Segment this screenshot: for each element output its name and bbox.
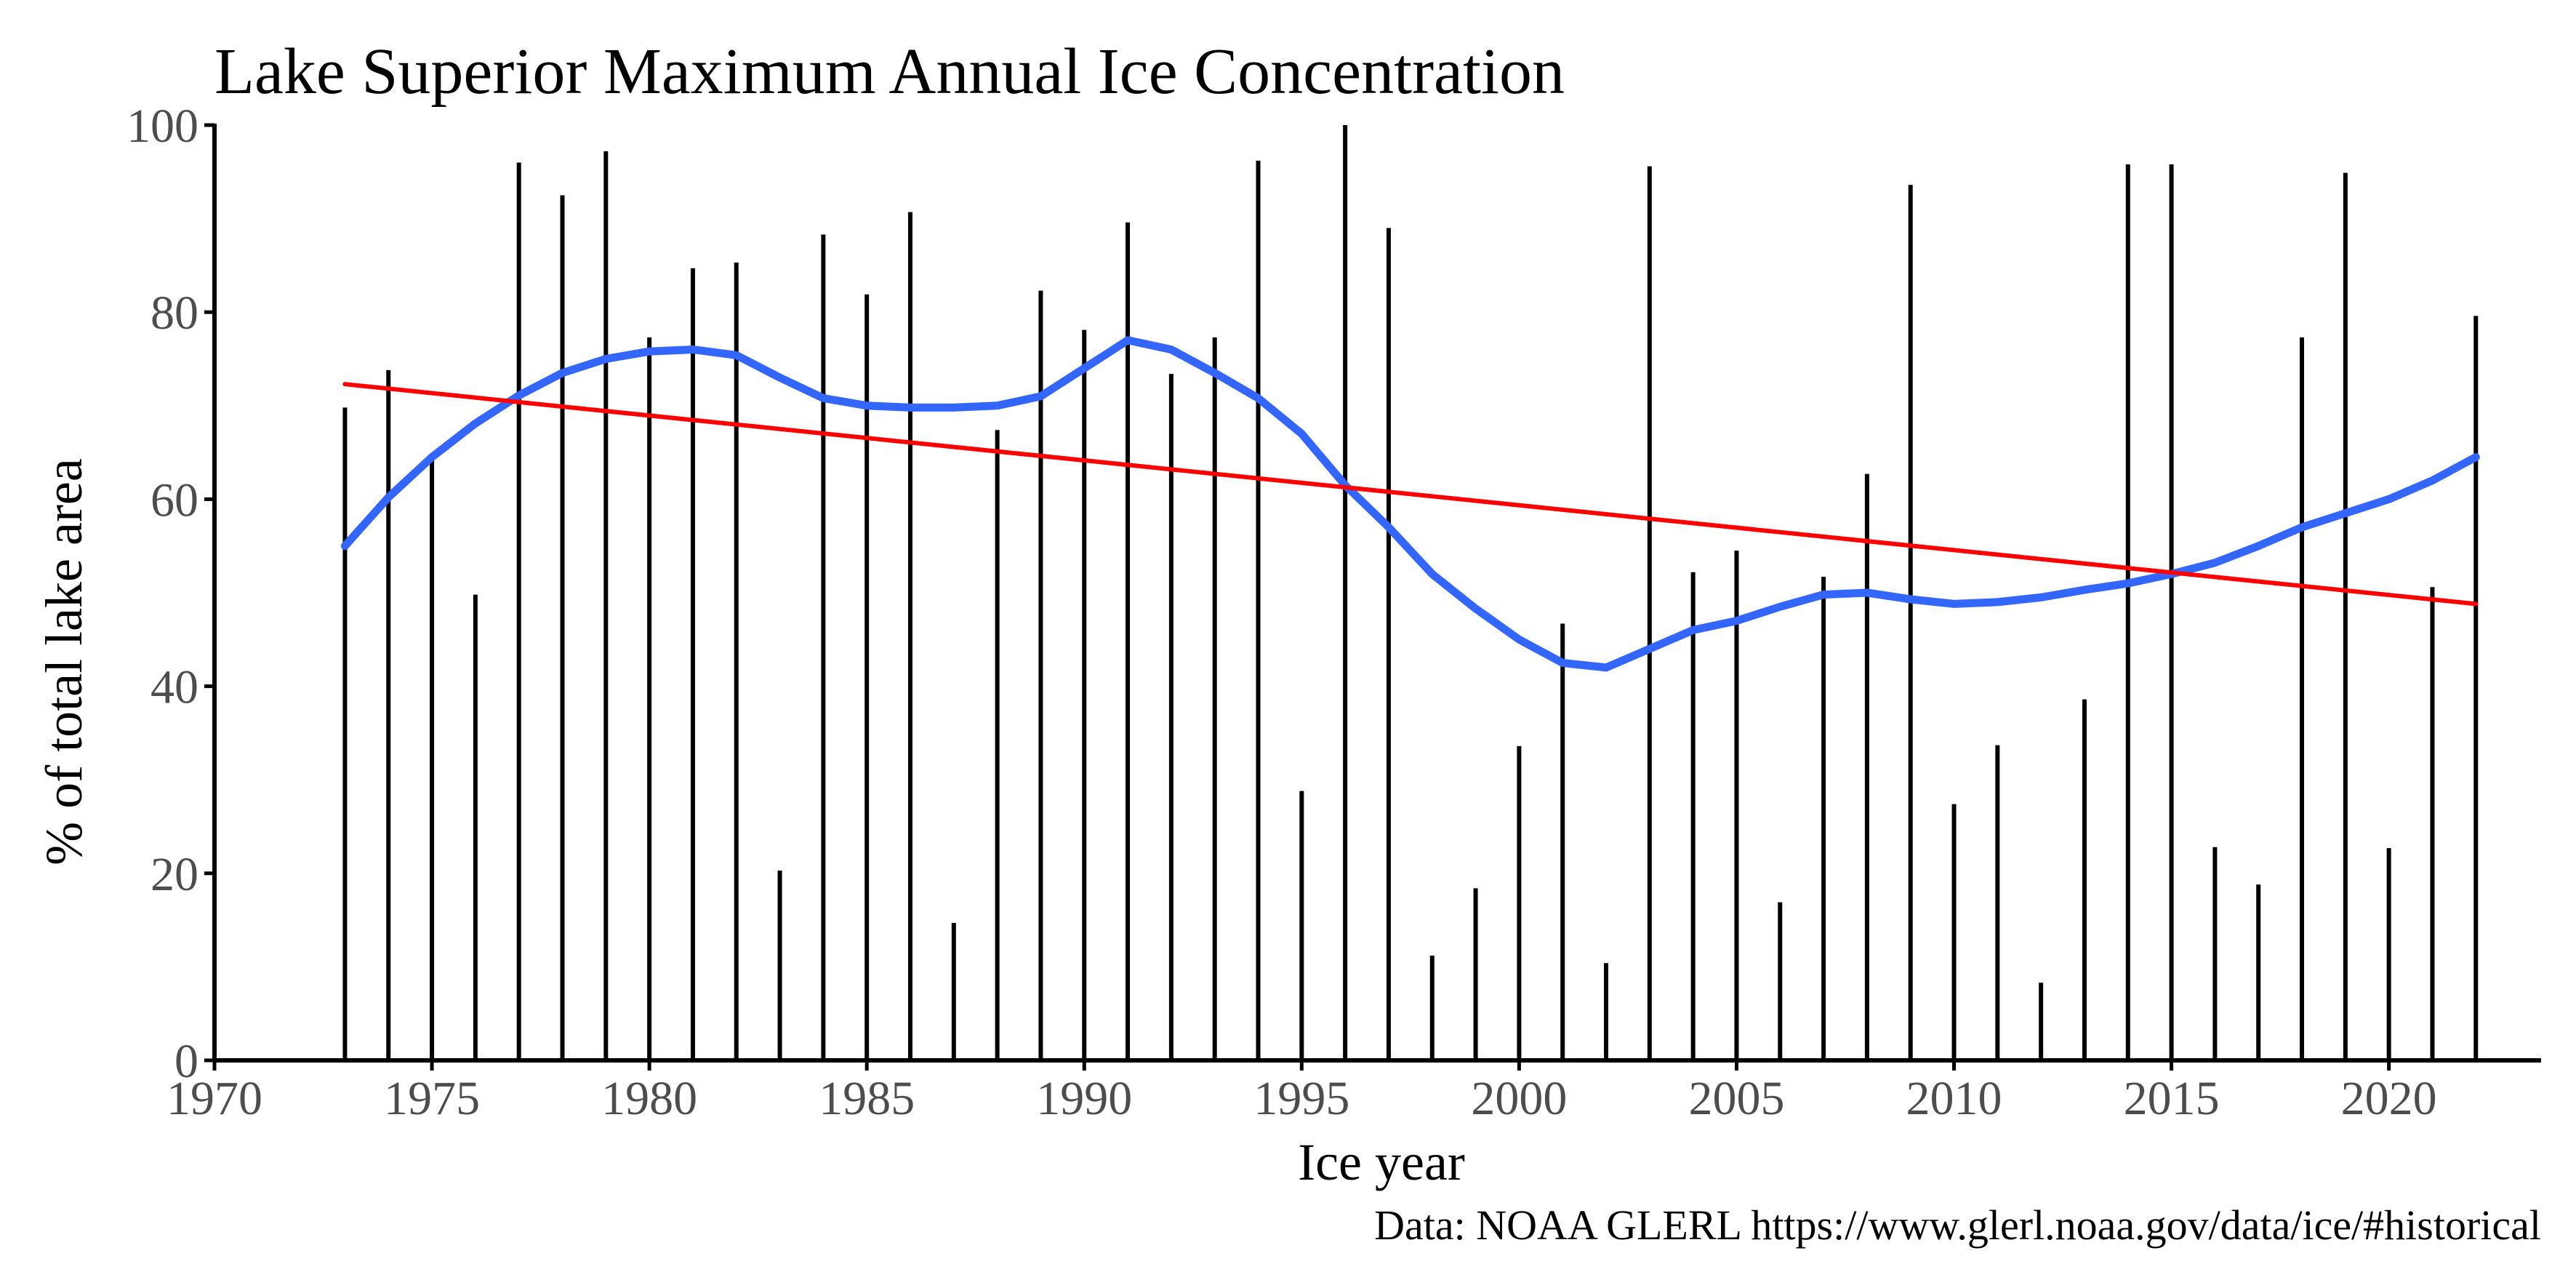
y-tick-label-20: 20 bbox=[151, 848, 198, 901]
y-tick-label-80: 80 bbox=[151, 287, 198, 340]
x-axis-title: Ice year bbox=[1298, 1133, 1465, 1191]
chart-caption: Data: NOAA GLERL https://www.glerl.noaa.… bbox=[1374, 1201, 2541, 1249]
y-axis-title: % of total lake area bbox=[35, 458, 93, 865]
y-tick-label-100: 100 bbox=[127, 100, 198, 153]
x-tick-label-1975: 1975 bbox=[384, 1072, 480, 1125]
x-tick-label-2010: 2010 bbox=[1906, 1072, 2002, 1125]
x-tick-label-2020: 2020 bbox=[2341, 1072, 2437, 1125]
x-tick-label-2005: 2005 bbox=[1688, 1072, 1784, 1125]
y-tick-label-0: 0 bbox=[174, 1035, 198, 1088]
x-tick-label-2000: 2000 bbox=[1471, 1072, 1567, 1125]
x-tick-label-1995: 1995 bbox=[1253, 1072, 1349, 1125]
chart-title: Lake Superior Maximum Annual Ice Concent… bbox=[214, 36, 1565, 108]
smooth-trend-line bbox=[340, 336, 2480, 672]
x-tick-label-1985: 1985 bbox=[819, 1072, 915, 1125]
x-tick-label-1990: 1990 bbox=[1036, 1072, 1132, 1125]
x-tick-label-1980: 1980 bbox=[601, 1072, 697, 1125]
x-tick-label-1970: 1970 bbox=[166, 1072, 262, 1125]
x-tick-label-2015: 2015 bbox=[2124, 1072, 2220, 1125]
y-tick-label-40: 40 bbox=[151, 661, 198, 714]
linear-trend-line bbox=[342, 382, 2479, 607]
plot-area: 1970 1975 1980 1985 1990 1995 2000 2005 2010 2015… bbox=[127, 100, 2541, 1125]
y-tick-label-60: 60 bbox=[151, 473, 198, 527]
